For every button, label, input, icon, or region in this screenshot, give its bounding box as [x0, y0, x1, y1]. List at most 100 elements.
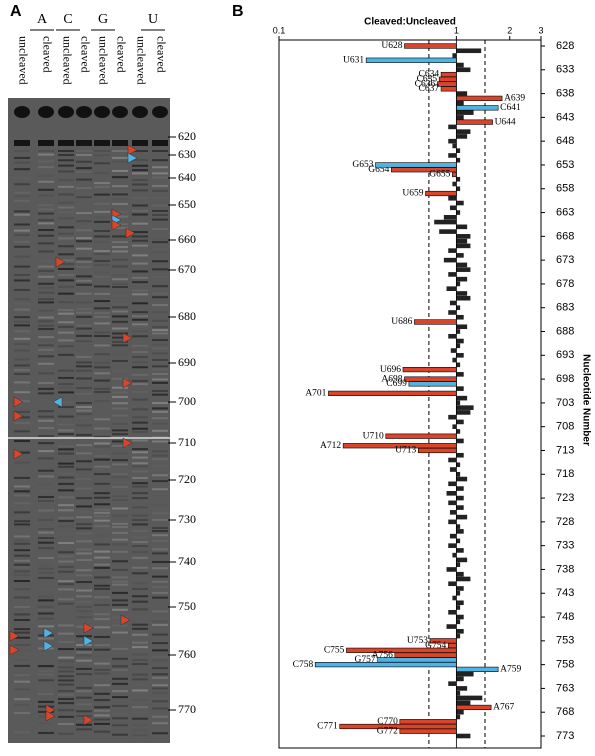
- cleavage-marker: [125, 227, 136, 239]
- band: [76, 438, 92, 441]
- band: [76, 460, 92, 463]
- band: [58, 185, 74, 188]
- band: [76, 433, 92, 436]
- band: [38, 617, 54, 620]
- band: [132, 439, 148, 442]
- band: [76, 523, 92, 526]
- bar: [456, 395, 468, 401]
- band: [76, 334, 92, 337]
- bar: [452, 424, 457, 429]
- bar-label: C641: [500, 103, 521, 113]
- bar: [456, 234, 471, 239]
- band: [132, 159, 148, 162]
- band: [58, 525, 74, 528]
- band: [76, 247, 92, 250]
- band: [38, 564, 54, 567]
- band: [152, 518, 168, 521]
- band: [152, 200, 168, 203]
- band: [112, 198, 128, 201]
- bar: [456, 619, 461, 625]
- band: [76, 552, 92, 555]
- bar: [456, 91, 468, 96]
- band: [112, 140, 128, 146]
- band: [14, 233, 30, 236]
- band: [14, 279, 30, 282]
- band: [112, 327, 128, 330]
- band: [132, 398, 148, 401]
- band: [76, 324, 92, 327]
- marker-label: 720: [178, 472, 196, 486]
- band: [152, 534, 168, 537]
- band: [14, 210, 30, 213]
- bar-label: C699: [386, 379, 407, 389]
- band: [94, 387, 110, 390]
- bar: [449, 205, 457, 211]
- band: [112, 265, 128, 268]
- band: [152, 213, 168, 216]
- bar: [456, 253, 464, 258]
- band: [76, 680, 92, 683]
- band: [38, 462, 54, 465]
- bar: [456, 614, 464, 620]
- bar: [449, 467, 457, 472]
- bar-label: U631: [343, 55, 364, 65]
- band: [112, 210, 128, 213]
- band: [14, 613, 30, 616]
- band: [58, 386, 74, 389]
- band: [14, 369, 30, 372]
- band: [112, 407, 128, 410]
- band: [112, 647, 128, 650]
- band: [38, 475, 54, 478]
- band: [112, 657, 128, 660]
- band: [94, 300, 110, 303]
- band: [132, 653, 148, 656]
- band: [14, 559, 30, 562]
- band: [38, 234, 54, 237]
- band: [14, 255, 30, 258]
- band: [76, 527, 92, 530]
- bar: [456, 605, 461, 610]
- band: [58, 353, 74, 356]
- cleavage-marker: [52, 396, 63, 408]
- bar: [365, 57, 457, 63]
- band: [152, 673, 168, 676]
- bar: [448, 481, 457, 487]
- band: [152, 381, 168, 384]
- bar: [449, 300, 457, 306]
- bar: [456, 704, 492, 711]
- y-tick-label: 658: [556, 183, 574, 195]
- band: [38, 242, 54, 245]
- band: [58, 452, 74, 455]
- band: [38, 166, 54, 169]
- band: [38, 188, 54, 191]
- band: [58, 690, 74, 693]
- bar: [456, 410, 471, 415]
- band: [132, 311, 148, 314]
- band: [76, 487, 92, 490]
- band: [76, 356, 92, 359]
- band: [14, 526, 30, 529]
- band: [38, 700, 54, 703]
- band: [14, 451, 30, 454]
- band: [132, 541, 148, 544]
- band: [58, 632, 74, 635]
- band: [132, 684, 148, 687]
- band: [132, 465, 148, 468]
- band: [76, 167, 92, 170]
- band: [152, 140, 168, 146]
- band: [38, 588, 54, 591]
- band: [94, 648, 110, 651]
- band: [112, 690, 128, 693]
- band: [76, 468, 92, 471]
- band: [14, 439, 30, 442]
- band: [112, 717, 128, 720]
- band: [94, 613, 110, 616]
- y-tick-label: 718: [556, 468, 574, 480]
- y-tick-label: 698: [556, 373, 574, 385]
- band: [76, 369, 92, 372]
- band: [38, 344, 54, 347]
- band: [132, 551, 148, 554]
- band: [94, 285, 110, 288]
- band: [14, 680, 30, 683]
